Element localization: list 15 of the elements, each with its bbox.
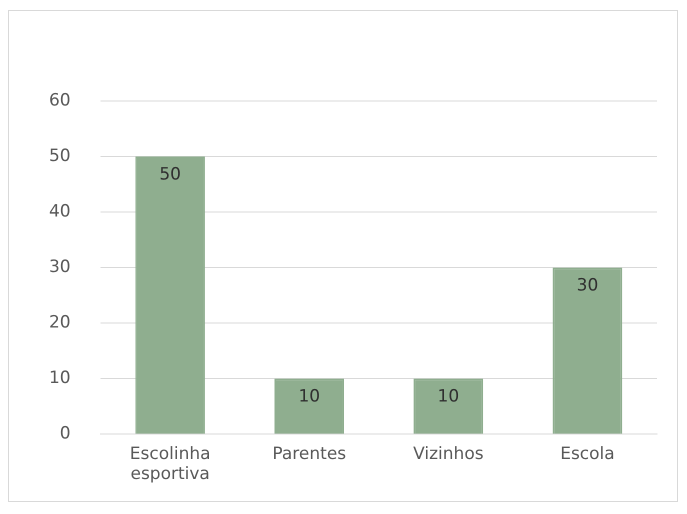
- x-tick-label: Escolinha esportiva: [130, 444, 211, 484]
- y-tick-label: 0: [60, 424, 71, 444]
- y-tick-label: 60: [48, 90, 71, 110]
- y-tick-label: 40: [48, 201, 71, 222]
- y-tick-label: 10: [48, 368, 71, 388]
- y-tick-label: 20: [48, 312, 71, 333]
- y-tick-label: 50: [48, 146, 71, 166]
- x-tick-label: Escola: [560, 444, 615, 464]
- x-tick-label: Parentes: [272, 444, 346, 464]
- y-tick-label: 30: [48, 257, 71, 278]
- data-label: 10: [438, 386, 460, 407]
- data-label: 30: [576, 276, 598, 296]
- data-label: 10: [298, 386, 320, 407]
- x-tick-label: Vizinhos: [413, 444, 484, 464]
- data-label: 50: [159, 164, 181, 184]
